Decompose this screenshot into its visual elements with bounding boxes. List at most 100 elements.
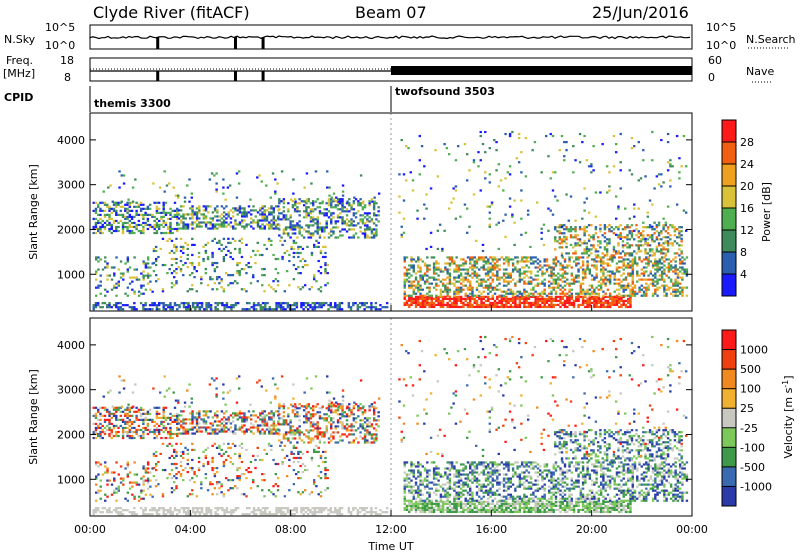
power-cell — [574, 244, 577, 247]
power-cell — [559, 274, 562, 277]
power-cell — [316, 232, 319, 235]
velocity-cell — [115, 434, 118, 438]
velocity-cell — [245, 418, 248, 421]
power-cell — [583, 250, 586, 253]
power-cell — [238, 270, 241, 273]
power-cell — [559, 292, 562, 295]
power-cell — [323, 226, 326, 229]
velocity-cell — [289, 433, 292, 436]
power-cell — [608, 230, 611, 233]
velocity-cell — [278, 429, 281, 432]
power-cell — [572, 228, 575, 231]
velocity-cell — [347, 511, 351, 514]
power-cell — [457, 288, 461, 291]
power-cell — [326, 263, 329, 267]
velocity-cell — [252, 513, 256, 516]
power-cell — [633, 229, 636, 232]
power-cell — [359, 198, 362, 201]
power-cell — [552, 286, 555, 289]
power-cell — [574, 159, 577, 162]
power-cell — [548, 297, 551, 300]
power-cell — [108, 302, 111, 305]
velocity-cell — [177, 422, 181, 425]
velocity-cell — [189, 428, 192, 431]
power-cell — [678, 276, 682, 279]
power-cell — [115, 203, 118, 206]
power-cell — [261, 211, 264, 214]
power-cell — [448, 295, 452, 298]
power-cell — [173, 257, 176, 261]
power-cell — [205, 308, 208, 311]
power-cell — [464, 278, 467, 281]
power-cell — [658, 278, 662, 281]
power-cell — [619, 237, 622, 240]
power-cell — [234, 221, 237, 224]
power-cell — [630, 252, 634, 255]
power-cell — [500, 295, 504, 298]
power-cell — [182, 227, 185, 230]
power-cell — [487, 284, 490, 287]
velocity-cell — [139, 406, 143, 409]
power-cell — [536, 258, 540, 261]
power-cell — [678, 292, 682, 295]
power-cell — [200, 278, 203, 281]
power-cell — [202, 259, 205, 263]
velocity-cell — [157, 509, 161, 512]
power-cell — [314, 230, 317, 233]
power-cell — [297, 272, 300, 275]
power-cell — [575, 292, 578, 295]
power-cell — [497, 247, 501, 251]
power-cell — [270, 223, 273, 226]
power-cell — [298, 220, 301, 223]
power-cell — [454, 185, 458, 188]
power-cell — [403, 301, 406, 305]
power-cell — [372, 232, 376, 235]
power-cell — [403, 297, 406, 300]
power-cell — [142, 306, 145, 309]
power-cell — [372, 306, 375, 309]
power-cell — [520, 292, 524, 295]
power-cell — [362, 200, 365, 203]
power-cell — [316, 216, 319, 219]
power-cell — [261, 205, 264, 208]
power-cell — [654, 268, 657, 271]
power-cell — [128, 225, 132, 229]
power-cell — [119, 213, 122, 216]
velocity-cell — [144, 513, 147, 516]
velocity-cell — [128, 434, 132, 438]
power-cell — [629, 303, 632, 307]
power-cell — [628, 169, 631, 172]
power-cell — [459, 299, 463, 303]
power-cell — [500, 294, 504, 297]
velocity-cell — [209, 509, 213, 512]
power-cell — [162, 203, 165, 206]
power-cell — [469, 299, 472, 303]
velocity-cell — [101, 424, 104, 428]
velocity-cell — [241, 412, 244, 415]
velocity-cell — [153, 430, 156, 434]
velocity-cell — [144, 509, 147, 512]
power-cell — [588, 284, 592, 287]
power-cell — [509, 272, 513, 275]
power-cell — [435, 297, 438, 300]
power-cell — [502, 189, 505, 192]
power-cell — [523, 266, 526, 269]
power-cell — [586, 288, 589, 291]
velocity-cell — [117, 511, 120, 514]
velocity-cell — [126, 509, 129, 512]
power-cell — [671, 244, 674, 247]
power-cell — [139, 207, 143, 210]
power-cell — [629, 290, 632, 293]
power-cell — [112, 209, 116, 212]
power-cell — [153, 215, 156, 219]
power-cell — [524, 136, 528, 140]
power-cell — [118, 170, 121, 173]
power-cell — [182, 223, 185, 226]
velocity-cell — [266, 507, 269, 510]
power-cell — [592, 169, 595, 172]
velocity-cell — [130, 513, 134, 516]
power-cell — [663, 280, 666, 283]
power-cell — [435, 294, 438, 297]
power-cell — [518, 280, 522, 283]
power-cell — [583, 232, 586, 235]
